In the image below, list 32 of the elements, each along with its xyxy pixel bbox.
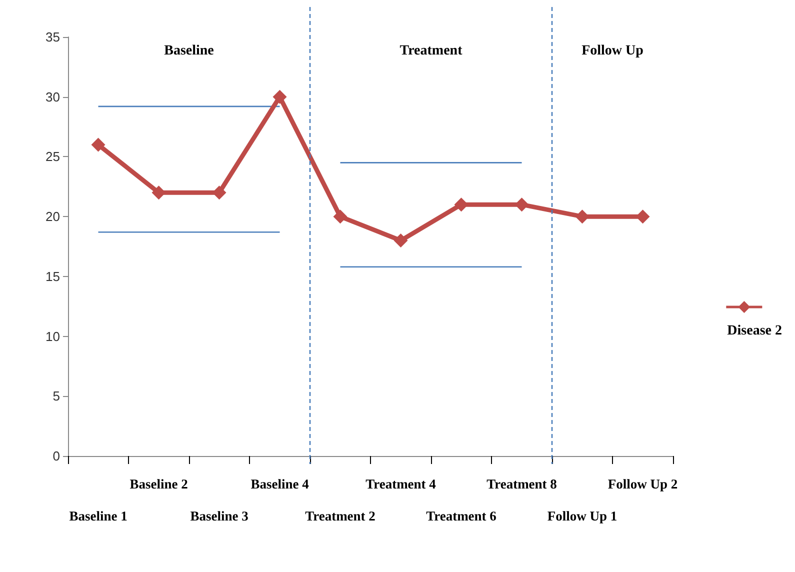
annotation: Follow Up bbox=[582, 44, 644, 58]
annotation: Baseline bbox=[164, 44, 214, 58]
point bbox=[636, 210, 650, 224]
y-tick-label: 10 bbox=[46, 328, 60, 344]
y-tick-label: 35 bbox=[46, 30, 60, 44]
y-tick-label: 0 bbox=[52, 448, 60, 464]
x-tick-label: Follow Up 2 bbox=[608, 476, 678, 492]
point bbox=[152, 186, 166, 200]
x-tick-label: Treatment 4 bbox=[366, 476, 436, 492]
y-tick-label: 25 bbox=[46, 149, 60, 164]
y-tick-label: 5 bbox=[52, 388, 60, 404]
legend-label: Disease 2 bbox=[727, 324, 782, 338]
y-tick-label: 30 bbox=[46, 89, 60, 104]
y-tick-label: 15 bbox=[46, 268, 60, 284]
x-tick-label: Treatment 8 bbox=[486, 476, 558, 492]
x-tick-label: Treatment 6 bbox=[426, 508, 497, 524]
x-tick-label: Baseline 1 bbox=[69, 508, 128, 524]
x-tick-label: Baseline 2 bbox=[130, 476, 188, 492]
point bbox=[575, 210, 590, 224]
point bbox=[514, 198, 529, 212]
point bbox=[91, 138, 106, 152]
x-tick-label: Follow Up 1 bbox=[547, 508, 618, 524]
annotation: Treatment bbox=[400, 44, 463, 58]
point bbox=[272, 90, 287, 104]
point bbox=[212, 186, 226, 200]
x-tick-label: Treatment 2 bbox=[305, 508, 376, 524]
point bbox=[333, 210, 348, 224]
point bbox=[394, 234, 408, 248]
point bbox=[454, 198, 468, 212]
x-tick-label: Baseline 4 bbox=[250, 476, 310, 492]
x-tick-label: Baseline 3 bbox=[190, 508, 249, 524]
y-tick-label: 20 bbox=[46, 209, 60, 224]
